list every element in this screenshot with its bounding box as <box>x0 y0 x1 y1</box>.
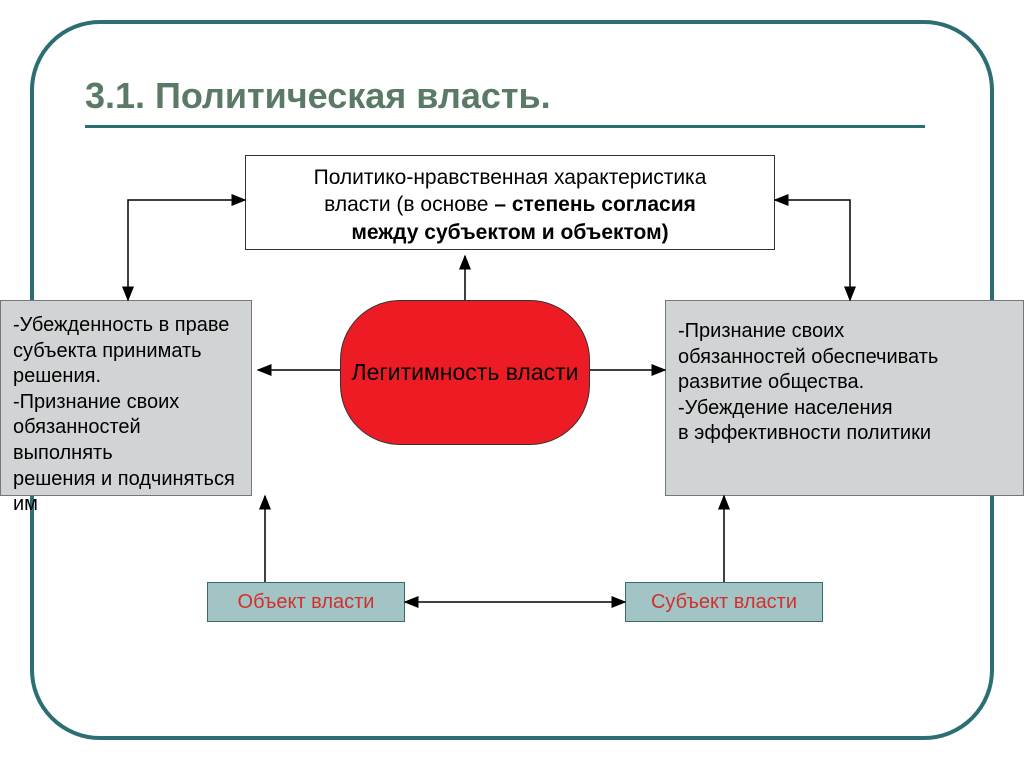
top-box-line2: власти (в основе – степень согласия <box>324 193 696 216</box>
title-underline <box>85 125 925 128</box>
right-box-text: -Признание своих обязанностей обеспечива… <box>678 319 1015 447</box>
right-description-box: -Признание своих обязанностей обеспечива… <box>665 300 1024 496</box>
slide-title: 3.1. Политическая власть. <box>85 75 551 117</box>
left-description-box: -Убежденность в праве субъекта принимать… <box>0 300 252 496</box>
subject-label: Субъект власти <box>651 591 797 614</box>
center-legitimacy-shape: Легитимность власти <box>340 300 590 445</box>
object-label: Объект власти <box>238 591 375 614</box>
subject-of-power-box: Субъект власти <box>625 582 823 622</box>
top-box-line1: Политико-нравственная характеристика <box>314 166 707 189</box>
left-box-text: -Убежденность в праве субъекта принимать… <box>13 313 243 518</box>
top-box-line3: между субъектом и объектом) <box>351 221 668 244</box>
center-text: Легитимность власти <box>351 358 578 388</box>
object-of-power-box: Объект власти <box>207 582 405 622</box>
top-description-box: Политико-нравственная характеристика вла… <box>245 155 775 250</box>
